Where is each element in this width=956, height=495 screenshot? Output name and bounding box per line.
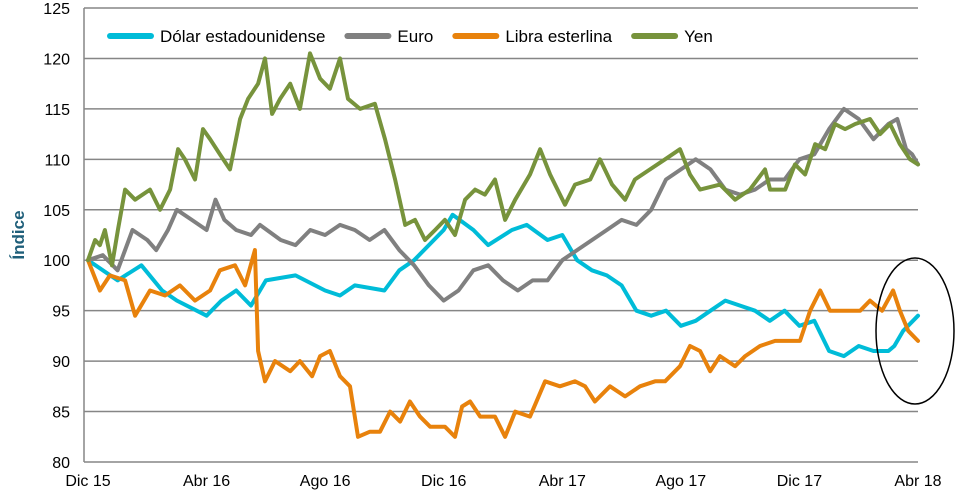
y-tick-label: 85 <box>52 405 70 422</box>
y-tick-label: 95 <box>52 304 70 321</box>
series-line-euro <box>86 106 920 303</box>
x-tick-label: Dic 16 <box>421 473 466 490</box>
y-tick-label: 120 <box>43 51 70 68</box>
legend-label: Euro <box>397 27 433 46</box>
y-axis-ticks: 80 85 90 95 100 105 110 115 120 125 <box>43 1 70 472</box>
x-tick-label: Dic 15 <box>65 473 110 490</box>
highlight-ellipse <box>875 257 955 405</box>
series-line-yen <box>86 51 920 268</box>
x-tick-label: Ago 16 <box>300 473 351 490</box>
y-tick-label: 105 <box>43 203 70 220</box>
legend: Dólar estadounidense Euro Libra esterlina Y… <box>107 27 713 46</box>
series-lines <box>86 51 920 439</box>
x-tick-label: Dic 17 <box>777 473 822 490</box>
legend-label: Yen <box>684 27 713 46</box>
y-tick-label: 80 <box>52 455 70 472</box>
y-axis-label: Índice <box>9 210 28 259</box>
x-tick-label: Abr 16 <box>183 473 230 490</box>
x-tick-label: Ago 17 <box>655 473 706 490</box>
y-tick-label: 110 <box>44 152 70 169</box>
legend-label: Dólar estadounidense <box>160 27 325 46</box>
y-tick-label: 90 <box>52 354 70 371</box>
x-tick-label: Abr 18 <box>894 473 941 490</box>
x-axis-ticks: Dic 15 Abr 16 Ago 16 Dic 16 Abr 17 Ago 17 Dic … <box>65 473 941 490</box>
x-tick-label: Abr 17 <box>539 473 586 490</box>
series-line-dólar-estadounidense <box>86 212 920 359</box>
series-line-libra-esterlina <box>86 248 920 439</box>
y-tick-label: 100 <box>43 253 70 270</box>
legend-label: Libra esterlina <box>505 27 612 46</box>
y-tick-label: 115 <box>44 102 70 119</box>
y-tick-label: 125 <box>43 1 70 18</box>
